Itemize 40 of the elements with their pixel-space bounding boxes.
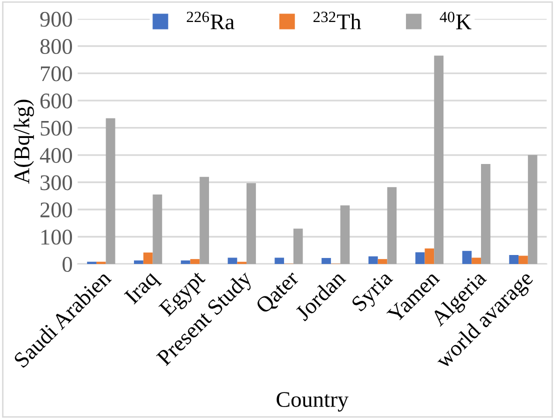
bar [378, 259, 388, 264]
bar [134, 260, 144, 264]
x-axis-title: Country [276, 392, 349, 412]
y-axis-title: A(Bq/kg) [14, 100, 34, 184]
bar [322, 258, 331, 264]
bar [434, 56, 444, 264]
bar [472, 258, 482, 264]
bar [106, 118, 116, 264]
y-tick-label: 500 [40, 120, 72, 136]
y-tick-label: 400 [40, 148, 72, 163]
bar [152, 194, 162, 264]
bar [190, 259, 200, 264]
bar [415, 252, 425, 264]
bar [481, 164, 490, 264]
bar [274, 258, 284, 264]
bar [528, 155, 538, 264]
y-tick-label: 600 [40, 93, 72, 108]
y-tick-label: 900 [40, 12, 72, 27]
y-tick-label: 100 [41, 230, 72, 245]
y-tick-label: 800 [40, 39, 72, 54]
bar [518, 256, 528, 264]
legend-label: $^{40}$K [440, 12, 472, 30]
bar [180, 260, 190, 264]
bar [424, 248, 434, 264]
bar [228, 258, 238, 264]
bar [387, 187, 397, 264]
bar [509, 254, 519, 264]
legend-label: $^{226}$Ra [186, 12, 234, 30]
bar [368, 256, 378, 264]
bar [200, 176, 210, 264]
bar [340, 205, 350, 264]
y-tick-label: 200 [40, 202, 72, 218]
y-tick-label: 300 [40, 175, 72, 190]
bar [246, 183, 256, 264]
y-tick-label: 0 [62, 256, 72, 272]
bar [293, 228, 303, 264]
y-tick-label: 700 [40, 66, 72, 82]
bar [143, 252, 153, 264]
legend-label: $^{232}$Th [313, 12, 362, 30]
bar [462, 250, 472, 264]
